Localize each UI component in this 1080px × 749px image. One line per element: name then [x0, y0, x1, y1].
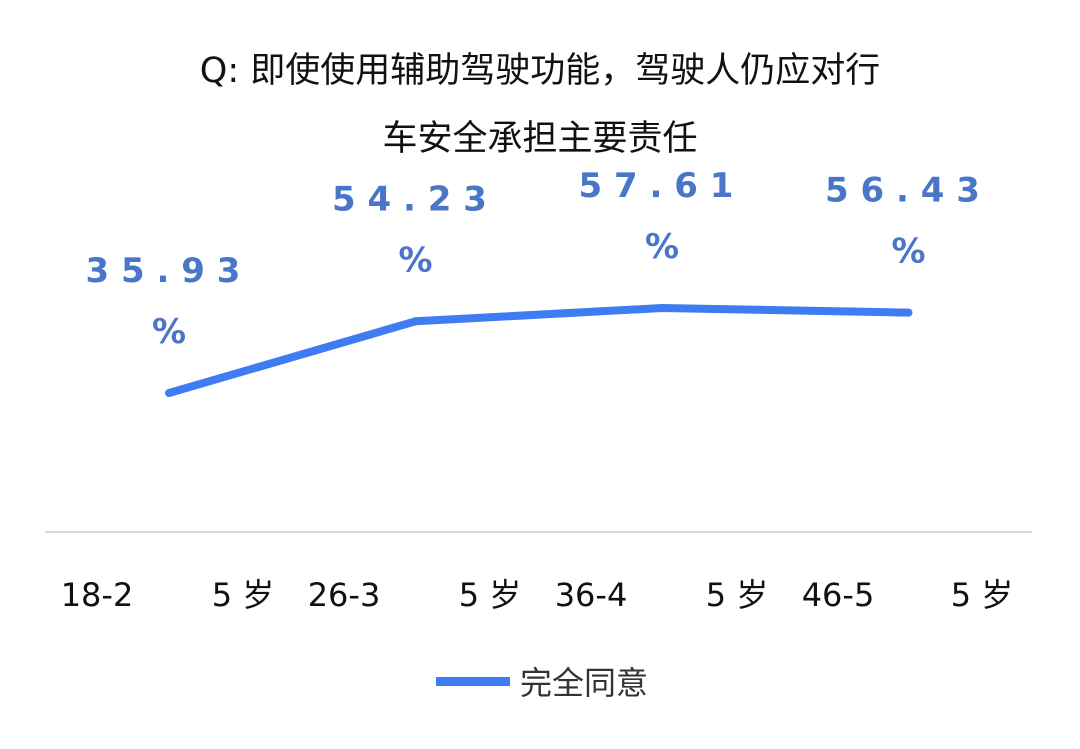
data-label-unit: %	[152, 312, 186, 352]
data-label-value: 5 7 . 6 1	[579, 166, 734, 206]
data-label-value: 5 4 . 2 3	[332, 179, 487, 219]
x-tick-label: 18-2	[61, 576, 134, 614]
legend: 完全同意	[436, 658, 648, 704]
series-line-完全同意	[167, 304, 909, 397]
data-point	[904, 308, 913, 317]
chart-marks: 3 5 . 9 3% 5 4 . 2 3% 5 7 . 6 1% 5 6 . 4 3%	[86, 166, 980, 397]
data-point	[411, 317, 420, 326]
x-tick-label: 46-5	[802, 576, 875, 614]
x-axis-ticks: 18-2 5 岁 26-3 5 岁 36-4 5 岁 46-5 5 岁	[61, 576, 1014, 614]
data-label-unit: %	[645, 227, 679, 267]
chart-title-line2: 车安全承担主要责任	[382, 119, 698, 159]
data-label-unit: %	[891, 232, 925, 272]
x-tick-label: 26-3	[308, 576, 381, 614]
data-label-unit: %	[398, 240, 432, 280]
x-tick-label: 5 岁	[212, 576, 275, 614]
chart-title-line1: Q: 即使使用辅助驾驶功能，驾驶人仍应对行	[199, 51, 881, 91]
x-tick-label: 5 岁	[706, 576, 769, 614]
legend-label: 完全同意	[520, 664, 649, 702]
x-tick-label: 36-4	[555, 576, 628, 614]
x-tick-label: 5 岁	[459, 576, 522, 614]
data-label-value: 5 6 . 4 3	[825, 171, 980, 211]
data-point	[658, 304, 666, 313]
x-tick-label: 5 岁	[951, 576, 1014, 614]
legend-line-swatch	[436, 676, 510, 686]
data-point	[165, 389, 173, 397]
data-label-value: 3 5 . 9 3	[86, 251, 241, 291]
